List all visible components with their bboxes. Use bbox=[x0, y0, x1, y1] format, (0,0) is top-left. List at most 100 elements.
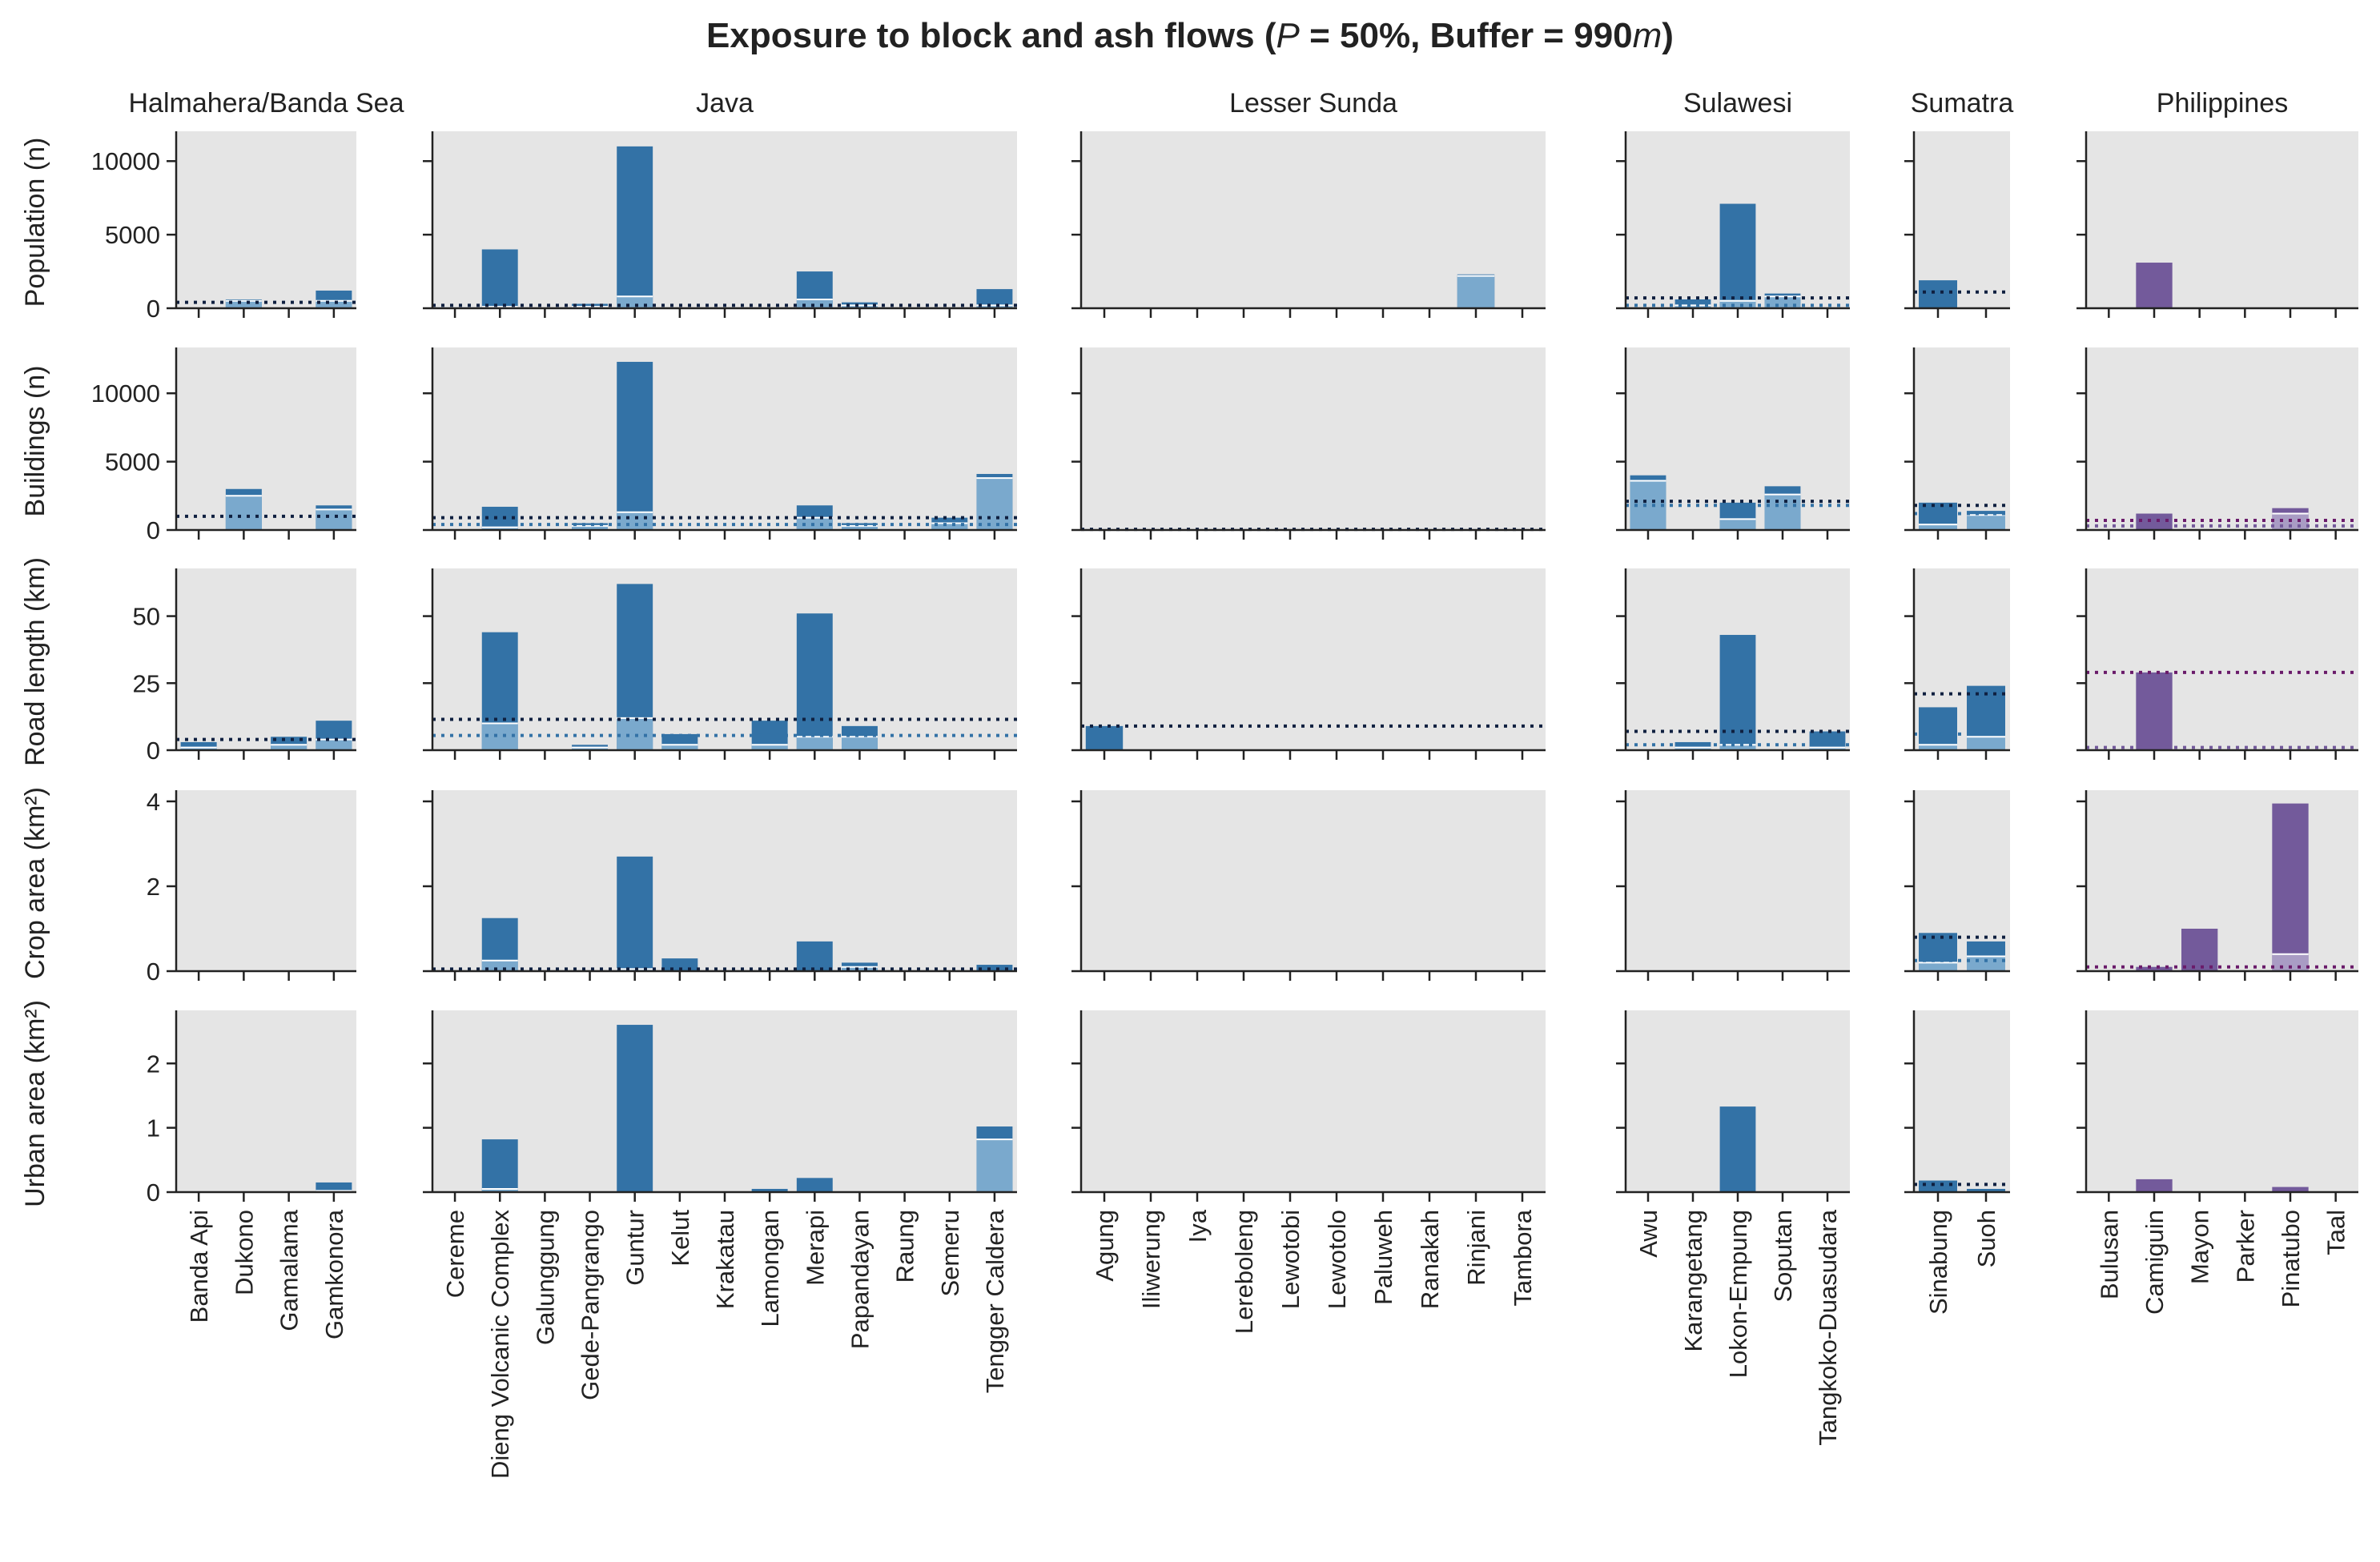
panel-bg bbox=[2086, 568, 2358, 750]
panel-bg bbox=[1081, 568, 1546, 750]
x-tick-label: Lamongan bbox=[756, 1210, 784, 1327]
group-title-0: Halmahera/Banda Sea bbox=[128, 88, 404, 118]
bar bbox=[1719, 1106, 1756, 1192]
group-title-1: Java bbox=[696, 88, 754, 118]
bar-light bbox=[796, 299, 833, 308]
bar bbox=[1809, 731, 1846, 750]
panel-bg bbox=[2086, 1010, 2358, 1192]
bar-light bbox=[1719, 300, 1756, 308]
panel-bg bbox=[432, 790, 1017, 971]
x-tick-label: Camiguin bbox=[2141, 1210, 2169, 1315]
bar bbox=[976, 965, 1013, 971]
y-tick-label: 5000 bbox=[105, 448, 160, 476]
x-tick-label: Bulusan bbox=[2095, 1210, 2123, 1299]
bar-light bbox=[661, 745, 698, 750]
bar bbox=[481, 249, 518, 308]
x-tick-label: Ranakah bbox=[1416, 1210, 1444, 1309]
y-axis-label: Urban area (km²) bbox=[20, 1000, 50, 1207]
bar-light bbox=[1967, 515, 2005, 530]
bar bbox=[1919, 1180, 1957, 1192]
bar bbox=[976, 289, 1013, 308]
y-tick-label: 0 bbox=[147, 516, 160, 544]
bar-light bbox=[842, 305, 878, 308]
x-tick-label: Tengger Caldera bbox=[981, 1209, 1009, 1393]
bar-light bbox=[1967, 737, 2005, 750]
x-tick-label: Mayon bbox=[2186, 1210, 2214, 1284]
x-tick-label: Sinabung bbox=[1924, 1210, 1952, 1315]
panel-bg bbox=[432, 131, 1017, 308]
bar bbox=[2136, 966, 2173, 971]
x-tick-label: Soputan bbox=[1769, 1210, 1797, 1303]
group-title-4: Sumatra bbox=[1911, 88, 2014, 118]
panel-bg bbox=[1914, 131, 2010, 308]
x-tick-label: Semeru bbox=[936, 1210, 964, 1297]
panel-bg bbox=[176, 131, 356, 308]
bar bbox=[796, 613, 833, 750]
bar-light bbox=[931, 523, 968, 530]
x-tick-label: Iya bbox=[1184, 1209, 1212, 1243]
bar-light bbox=[1719, 519, 1756, 530]
bar-light bbox=[225, 300, 262, 308]
y-tick-label: 2 bbox=[147, 1050, 160, 1078]
bar-light bbox=[1967, 956, 2005, 971]
y-tick-label: 50 bbox=[133, 603, 160, 631]
bar bbox=[1919, 280, 1957, 308]
bar bbox=[2181, 928, 2218, 971]
panel-bg bbox=[2086, 347, 2358, 530]
bar bbox=[481, 1139, 518, 1192]
bar bbox=[617, 146, 653, 308]
bar-light bbox=[2272, 954, 2309, 971]
y-tick-label: 4 bbox=[147, 788, 160, 816]
y-tick-label: 1 bbox=[147, 1114, 160, 1142]
panel-bg bbox=[1914, 1010, 2010, 1192]
x-tick-label: Guntur bbox=[621, 1210, 649, 1286]
bar bbox=[1919, 707, 1957, 750]
bar bbox=[1719, 203, 1756, 308]
x-tick-label: Suoh bbox=[1972, 1210, 2000, 1267]
y-tick-label: 5000 bbox=[105, 221, 160, 249]
panel-bg bbox=[1914, 347, 2010, 530]
panel-bg bbox=[176, 568, 356, 750]
y-axis-label: Buildings (n) bbox=[20, 366, 50, 517]
bar-light bbox=[842, 737, 878, 750]
x-tick-label: Galunggung bbox=[531, 1210, 559, 1345]
chart-title: Exposure to block and ash flows (P = 50%… bbox=[706, 16, 1674, 55]
y-axis-label: Road length (km) bbox=[20, 557, 50, 766]
panel-bg bbox=[1626, 790, 1850, 971]
x-tick-label: Lereboleng bbox=[1230, 1210, 1258, 1334]
x-tick-label: Gamalama bbox=[275, 1209, 304, 1331]
x-tick-label: Pinatubo bbox=[2277, 1210, 2305, 1307]
panel-bg bbox=[1081, 1010, 1546, 1192]
bar-light bbox=[316, 739, 352, 750]
bar bbox=[180, 741, 217, 750]
x-tick-label: Kelut bbox=[666, 1210, 694, 1267]
bar-light bbox=[481, 527, 518, 530]
bar-light bbox=[617, 717, 653, 750]
bar-light bbox=[271, 745, 308, 750]
x-tick-label: Lewotolo bbox=[1323, 1210, 1351, 1309]
bar-light bbox=[796, 517, 833, 530]
bar bbox=[1674, 299, 1711, 308]
bar-light bbox=[751, 745, 788, 750]
bar bbox=[2136, 1179, 2173, 1192]
x-tick-label: Rinjani bbox=[1462, 1210, 1490, 1286]
bar-light bbox=[1674, 747, 1711, 750]
x-tick-label: Dieng Volcanic Complex bbox=[486, 1210, 514, 1480]
panel-bg bbox=[176, 790, 356, 971]
bar bbox=[316, 1182, 352, 1192]
bar-light bbox=[617, 512, 653, 530]
group-title-3: Sulawesi bbox=[1683, 88, 1792, 118]
bar-light bbox=[1919, 745, 1957, 750]
bar-light bbox=[1457, 275, 1495, 308]
x-tick-label: Gede-Pangrango bbox=[577, 1210, 605, 1400]
bar-light bbox=[796, 737, 833, 750]
bar-light bbox=[976, 305, 1013, 308]
x-tick-label: Karangetang bbox=[1679, 1210, 1707, 1352]
bar bbox=[1674, 741, 1711, 750]
panel-bg bbox=[176, 347, 356, 530]
panel-bg bbox=[1081, 790, 1546, 971]
bar bbox=[2272, 1187, 2309, 1192]
bar-light bbox=[225, 496, 262, 530]
x-tick-label: Dukono bbox=[230, 1210, 258, 1295]
bar-light bbox=[1764, 296, 1801, 308]
